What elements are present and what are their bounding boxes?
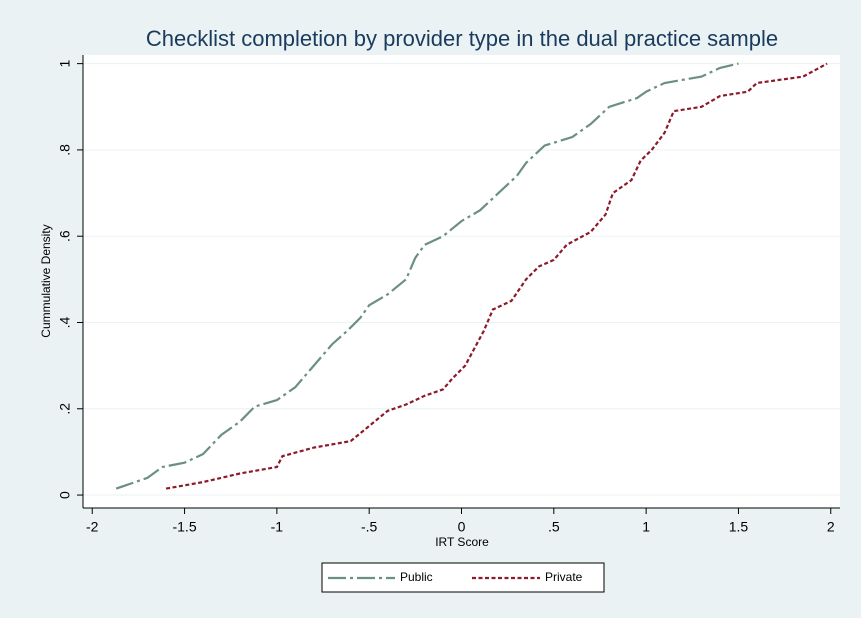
x-tick-label: -1: [271, 519, 284, 535]
x-tick-label: 1: [642, 519, 650, 535]
x-tick-label: -.5: [361, 519, 378, 535]
y-tick-label: .8: [57, 144, 73, 156]
x-tick-label: 0: [458, 519, 466, 535]
x-tick-label: .5: [548, 519, 560, 535]
series-line: [165, 62, 828, 490]
x-tick-label: -2: [86, 519, 99, 535]
chart-title: Checklist completion by provider type in…: [146, 26, 778, 51]
legend-label: Public: [400, 570, 433, 584]
series-line: [115, 62, 739, 490]
y-tick-label: 1: [57, 60, 73, 68]
x-tick-label: -1.5: [172, 519, 196, 535]
plot-area: [83, 55, 840, 508]
x-tick-label: 1.5: [729, 519, 749, 535]
y-tick-label: .2: [57, 403, 73, 415]
y-axis-title: Cummulative Density: [39, 224, 53, 337]
y-tick-label: 0: [57, 491, 73, 499]
x-axis-title: IRT Score: [435, 535, 489, 549]
x-tick-label: 2: [827, 519, 835, 535]
y-tick-label: .6: [57, 230, 73, 242]
y-tick-label: .4: [57, 316, 73, 328]
legend-label: Private: [545, 570, 583, 584]
